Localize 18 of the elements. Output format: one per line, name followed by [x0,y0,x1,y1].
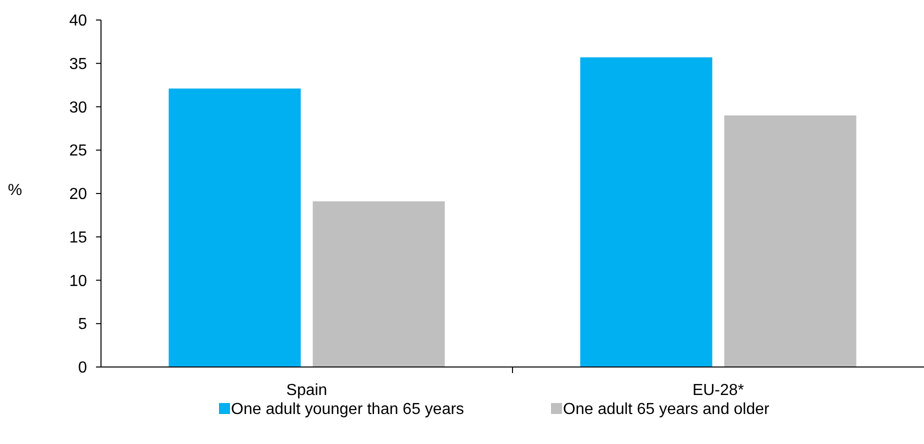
bar [580,57,712,367]
x-tick-label: Spain [286,382,328,399]
y-tick-label: 5 [78,316,88,334]
x-tick-label: EU-28* [692,382,744,399]
y-tick-label: 30 [69,99,88,116]
y-tick-label: 0 [78,360,88,377]
y-tick-label: 10 [69,272,88,290]
bar [724,115,856,367]
bar [312,201,445,367]
y-tick-label: 15 [69,229,88,246]
legend-label: One adult younger than 65 years [231,401,464,418]
y-tick-label: 20 [69,186,88,204]
y-tick-label: 40 [69,12,88,30]
bar [168,88,301,367]
y-axis-title: % [8,182,22,199]
y-tick-label: 35 [69,56,88,73]
legend-label: One adult 65 years and older [563,401,770,418]
y-tick-label: 25 [69,142,88,160]
